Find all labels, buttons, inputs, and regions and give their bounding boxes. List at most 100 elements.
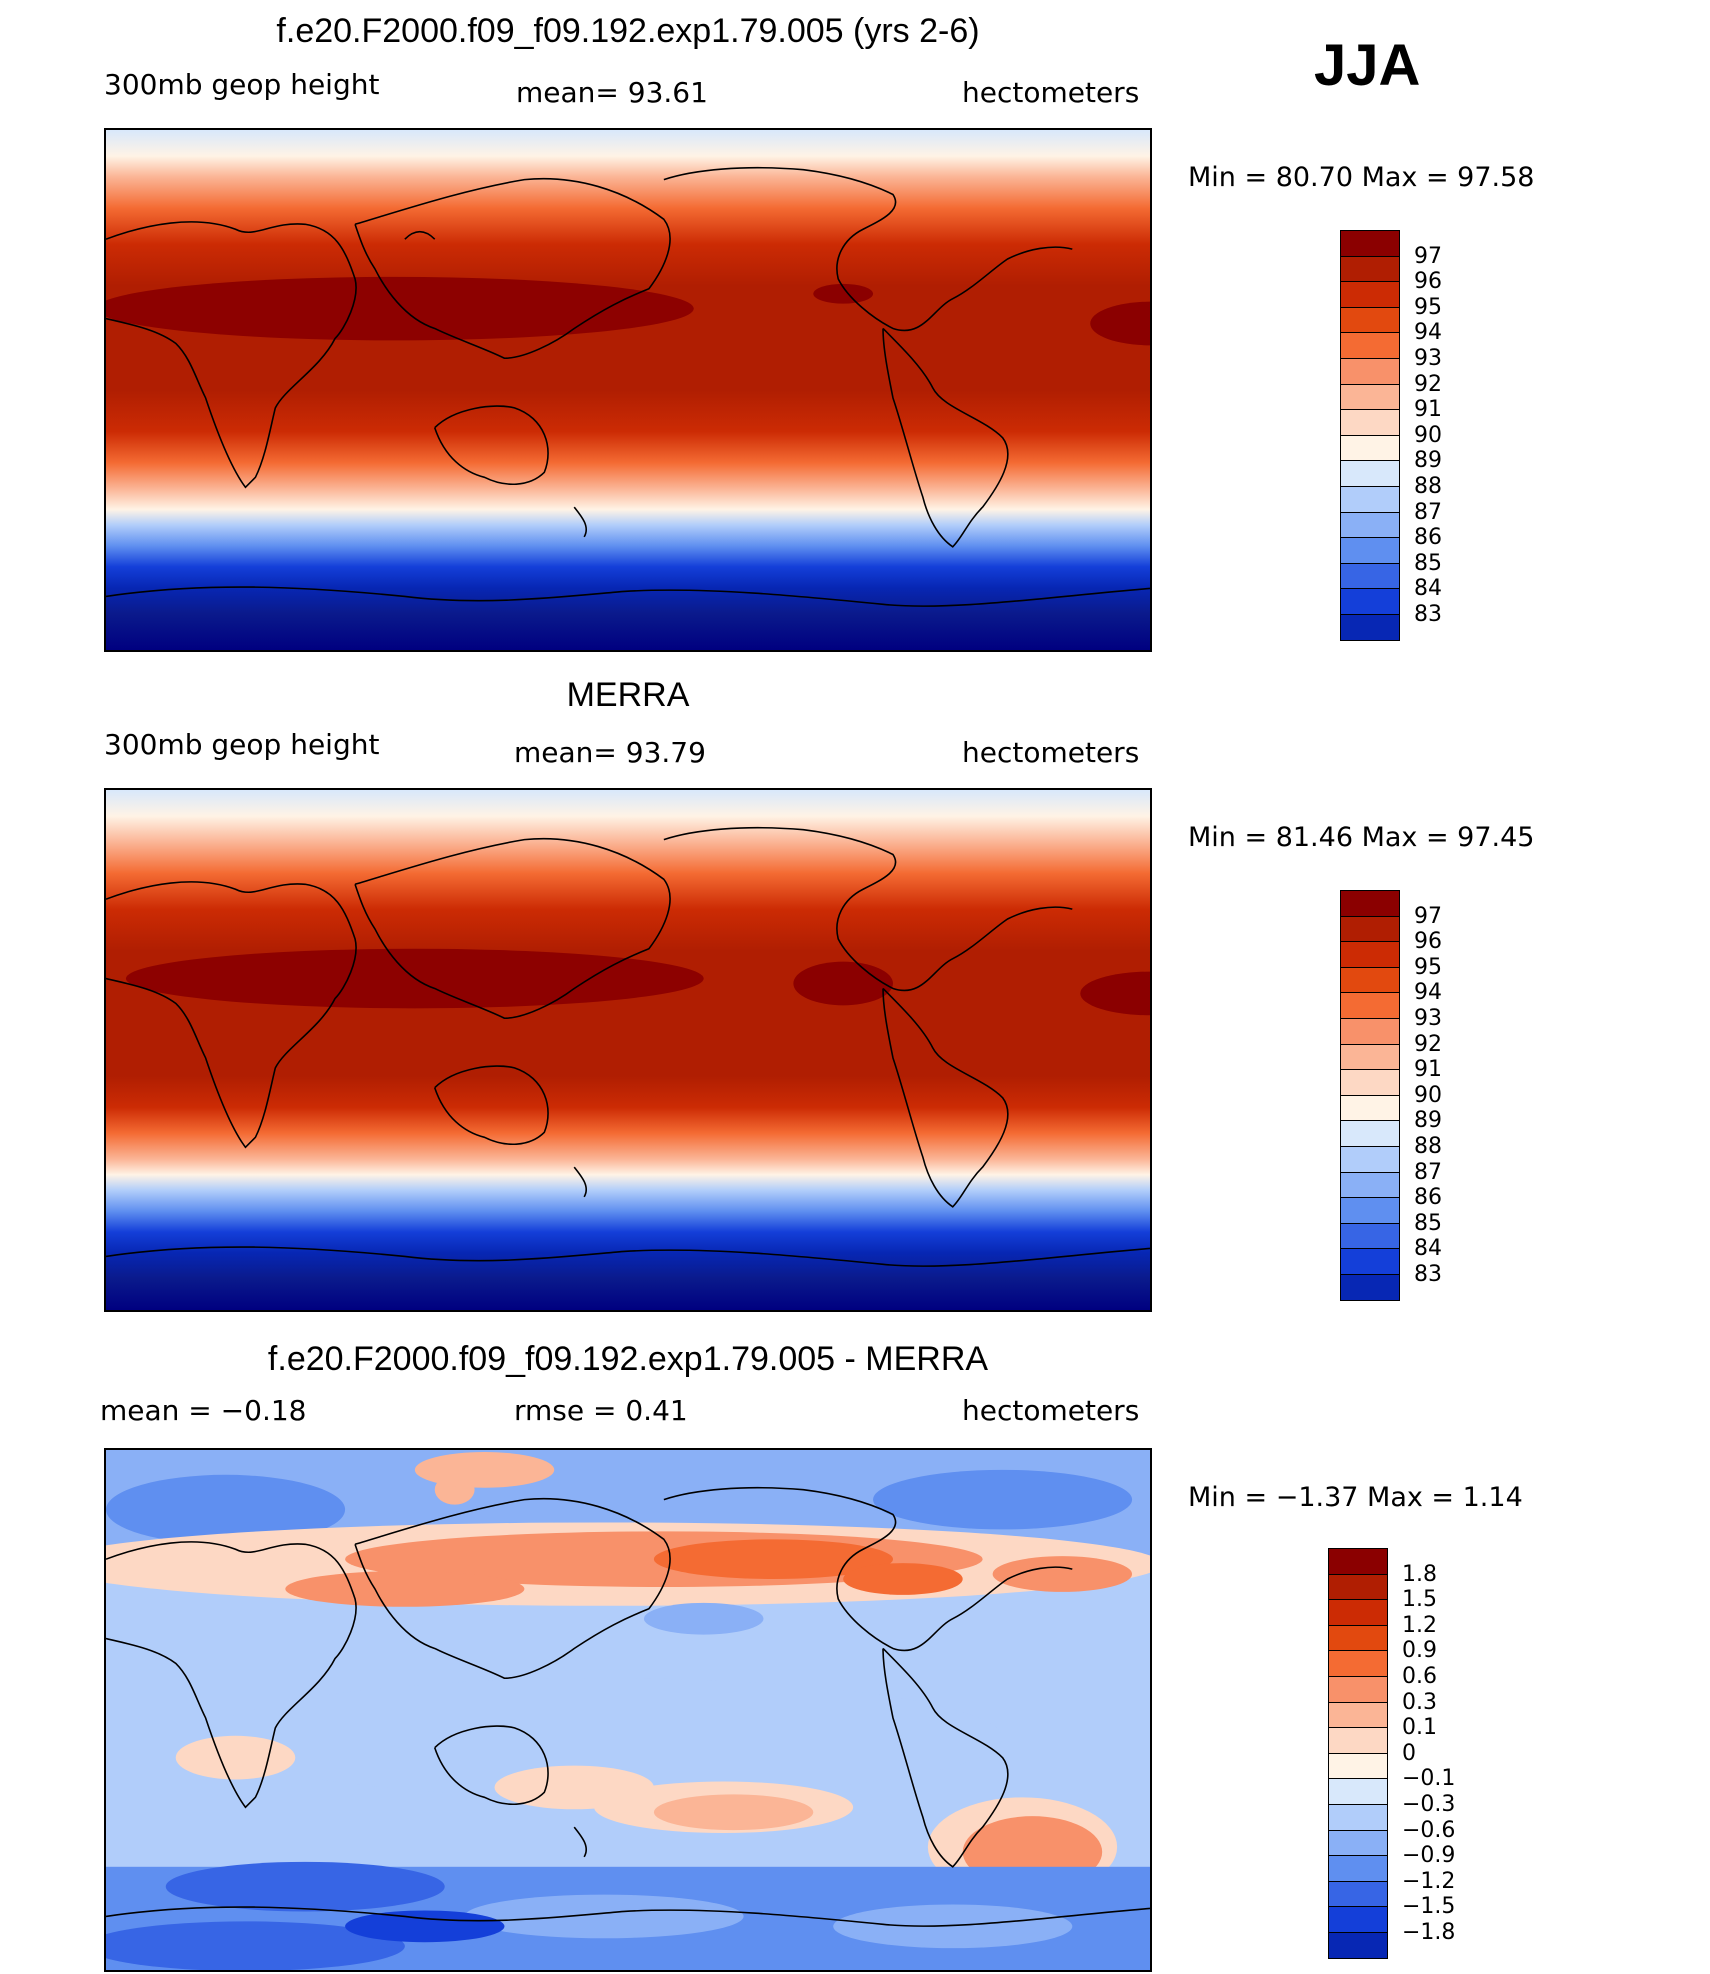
colorbar-tick-label: 87 bbox=[1414, 1159, 1442, 1185]
mean-label: mean = −0.18 bbox=[100, 1394, 307, 1427]
colorbar-tick-label: 88 bbox=[1414, 474, 1442, 499]
panel-title: f.e20.F2000.f09_f09.192.exp1.79.005 (yrs… bbox=[276, 12, 980, 50]
colorbar-tick-label: 92 bbox=[1414, 371, 1442, 397]
colorbar-swatch bbox=[1340, 992, 1400, 1019]
colorbar-swatch bbox=[1328, 1932, 1388, 1959]
colorbar-swatch bbox=[1340, 486, 1400, 513]
colorbar-swatch bbox=[1340, 941, 1400, 968]
colorbar-tick-label: 90 bbox=[1414, 422, 1442, 448]
colorbar-swatch bbox=[1340, 460, 1400, 487]
season-label: JJA bbox=[1314, 33, 1421, 98]
colorbar-swatch bbox=[1340, 588, 1400, 615]
colorbar-swatch bbox=[1340, 1043, 1400, 1071]
colorbar-tick-label: 86 bbox=[1414, 1185, 1442, 1211]
map-plot bbox=[106, 1450, 1150, 1970]
colorbar-tick-label: −1.8 bbox=[1402, 1920, 1456, 1945]
units-label: hectometers bbox=[962, 736, 1140, 769]
colorbar-tick-label: −0.3 bbox=[1402, 1792, 1456, 1817]
colorbar-tick-label: 1.2 bbox=[1402, 1612, 1437, 1638]
colorbar-tick-label: 0.9 bbox=[1402, 1638, 1437, 1664]
colorbar-swatch bbox=[1328, 1906, 1388, 1933]
colorbar-swatch bbox=[1340, 1171, 1400, 1199]
colorbar-swatch bbox=[1328, 1855, 1388, 1882]
mean-label: mean= 93.79 bbox=[514, 736, 706, 769]
colorbar-tick-label: 85 bbox=[1414, 550, 1442, 576]
colorbar-tick-label: 95 bbox=[1414, 954, 1442, 980]
colorbar-swatch bbox=[1340, 1069, 1400, 1096]
colorbar-swatch bbox=[1340, 434, 1400, 462]
colorbar-swatch bbox=[1328, 1778, 1388, 1805]
colorbar-tick-label: 88 bbox=[1414, 1134, 1442, 1159]
colorbar-swatch bbox=[1340, 1222, 1400, 1250]
colorbar-swatch bbox=[1340, 383, 1400, 411]
colorbar-tick-label: 95 bbox=[1414, 294, 1442, 320]
colorbar-swatch bbox=[1328, 1573, 1388, 1601]
colorbar-swatch bbox=[1328, 1650, 1388, 1677]
colorbar: 97 96 95 94 93 92 91 90 89 88 87 86 85 84 83 bbox=[1340, 230, 1520, 641]
colorbar-swatch bbox=[1340, 409, 1400, 436]
colorbar-tick-label: 93 bbox=[1414, 346, 1442, 371]
colorbar-tick-label: 96 bbox=[1414, 929, 1442, 955]
colorbar-swatch bbox=[1340, 332, 1400, 359]
colorbar-tick-label: 0.3 bbox=[1402, 1689, 1437, 1715]
colorbar-tick-label: 94 bbox=[1414, 320, 1442, 346]
colorbar-swatch bbox=[1340, 614, 1400, 641]
map-plot bbox=[106, 130, 1150, 650]
colorbar-tick-label: 93 bbox=[1414, 1006, 1442, 1031]
field-label: 300mb geop height bbox=[104, 68, 380, 101]
colorbar-tick-label: 0.6 bbox=[1402, 1664, 1437, 1689]
colorbar-tick-label: −0.9 bbox=[1402, 1843, 1456, 1869]
panel-title: MERRA bbox=[566, 676, 690, 714]
colorbar-swatch bbox=[1340, 1146, 1400, 1173]
colorbar-tick-label: −1.5 bbox=[1402, 1894, 1456, 1920]
colorbar-swatch bbox=[1340, 537, 1400, 564]
colorbar: 1.8 1.5 1.2 0.9 0.6 0.3 0.1 0 −0.1 −0.3 −0.6 −0.9 −1… bbox=[1328, 1548, 1508, 1959]
colorbar-tick-label: 87 bbox=[1414, 499, 1442, 525]
map-plot bbox=[106, 790, 1150, 1310]
colorbar-swatch bbox=[1340, 255, 1400, 283]
map-obs bbox=[104, 788, 1152, 1312]
units-label: hectometers bbox=[962, 76, 1140, 109]
map-model bbox=[104, 128, 1152, 652]
colorbar-tick-label: 0.1 bbox=[1402, 1715, 1437, 1741]
colorbar-tick-label: 0 bbox=[1402, 1740, 1416, 1766]
colorbar-tick-label: 90 bbox=[1414, 1082, 1442, 1108]
colorbar-tick-label: 84 bbox=[1414, 576, 1442, 602]
colorbar-swatch bbox=[1328, 1752, 1388, 1780]
colorbar-swatch bbox=[1340, 358, 1400, 385]
colorbar-tick-label: 94 bbox=[1414, 980, 1442, 1006]
colorbar-tick-label: 89 bbox=[1414, 448, 1442, 474]
colorbar-swatch bbox=[1340, 915, 1400, 943]
colorbar-tick-label: 1.8 bbox=[1402, 1561, 1437, 1587]
colorbar-tick-label: 91 bbox=[1414, 397, 1442, 423]
colorbar-swatch bbox=[1340, 1094, 1400, 1122]
colorbar-swatch bbox=[1340, 1274, 1400, 1301]
colorbar-swatch bbox=[1328, 1624, 1388, 1652]
colorbar-swatch bbox=[1340, 1248, 1400, 1275]
field-label: 300mb geop height bbox=[104, 728, 380, 761]
colorbar-tick-label: −1.2 bbox=[1402, 1868, 1456, 1894]
rmse-label: rmse = 0.41 bbox=[514, 1394, 688, 1427]
colorbar-swatch bbox=[1340, 562, 1400, 590]
colorbar-swatch bbox=[1328, 1829, 1388, 1857]
colorbar-swatch bbox=[1328, 1727, 1388, 1754]
map-diff bbox=[104, 1448, 1152, 1972]
colorbar-swatch bbox=[1340, 1197, 1400, 1224]
mean-label: mean= 93.61 bbox=[516, 76, 708, 109]
colorbar-swatch bbox=[1328, 1676, 1388, 1703]
colorbar-tick-label: 85 bbox=[1414, 1210, 1442, 1236]
minmax-readout: Min = 80.70 Max = 97.58 bbox=[1188, 162, 1535, 193]
minmax-readout: Min = −1.37 Max = 1.14 bbox=[1188, 1482, 1523, 1513]
units-label: hectometers bbox=[962, 1394, 1140, 1427]
colorbar-tick-label: 89 bbox=[1414, 1108, 1442, 1134]
colorbar-tick-label: 97 bbox=[1414, 243, 1442, 269]
colorbar-tick-label: 97 bbox=[1414, 903, 1442, 929]
colorbar-swatch bbox=[1328, 1599, 1388, 1626]
colorbar-tick-label: 91 bbox=[1414, 1057, 1442, 1083]
colorbar-swatch bbox=[1340, 1120, 1400, 1147]
colorbar-tick-label: 83 bbox=[1414, 1262, 1442, 1287]
colorbar-swatch bbox=[1328, 1880, 1388, 1908]
colorbar-tick-label: −0.1 bbox=[1402, 1766, 1456, 1792]
colorbar-swatch bbox=[1340, 281, 1400, 308]
colorbar-tick-label: 83 bbox=[1414, 602, 1442, 627]
